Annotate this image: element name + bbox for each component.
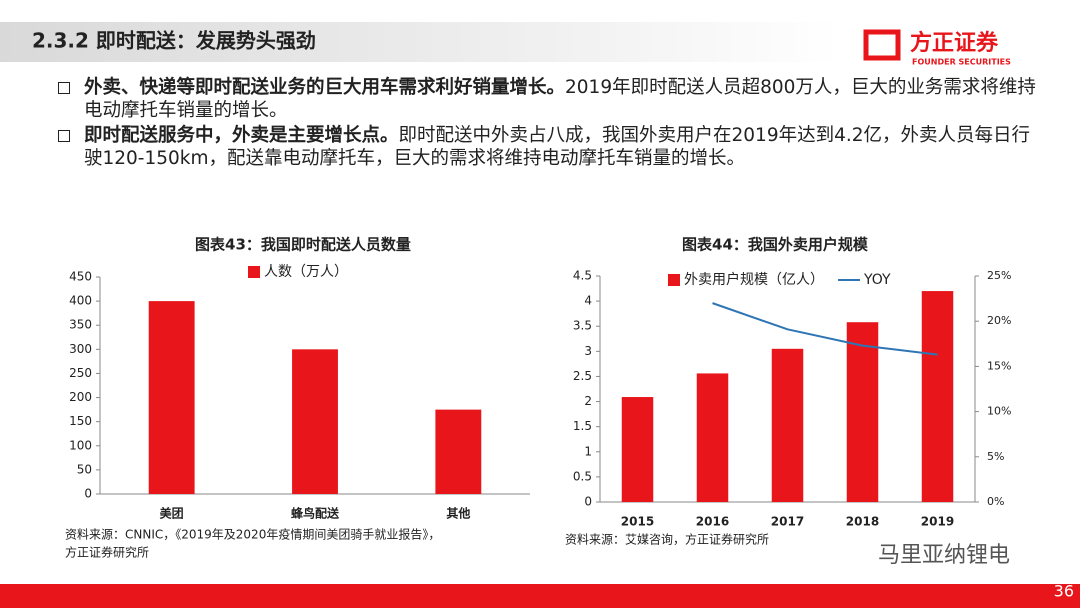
x-tick-label: 2016 xyxy=(696,515,729,529)
y2-tick-label: 5% xyxy=(987,450,1004,463)
y-tick-label: 300 xyxy=(69,342,92,356)
y2-tick-label: 20% xyxy=(987,314,1011,327)
source: 方正证券研究所 xyxy=(65,545,149,560)
logo-sub: FOUNDER SECURITIES xyxy=(912,58,1011,67)
y-tick-label: 0.5 xyxy=(573,469,592,483)
bullet: 即时配送服务中，外卖是主要增长点。即时配送中外卖占八成，我国外卖用户在2019年… xyxy=(56,124,1041,170)
bullet: 外卖、快递等即时配送业务的巨大用车需求利好销量增长。2019年即时配送人员超80… xyxy=(56,76,1041,122)
bar xyxy=(846,322,879,502)
x-tick-label: 美团 xyxy=(160,506,184,521)
y-tick-label: 200 xyxy=(69,390,92,404)
x-tick-label: 2019 xyxy=(921,515,954,529)
page-number: 36 xyxy=(1054,582,1074,601)
x-tick-label: 2015 xyxy=(621,515,654,529)
y-tick-label: 150 xyxy=(69,414,92,428)
bullet-bold: 外卖、快递等即时配送业务的巨大用车需求利好销量增长。 xyxy=(84,77,566,98)
bar xyxy=(771,348,804,502)
bar xyxy=(621,397,654,502)
y-tick-label: 4 xyxy=(584,294,592,308)
chart-title: 图表44：我国外卖用户规模 xyxy=(682,236,869,254)
bar xyxy=(292,349,338,494)
chart-title: 图表43：我国即时配送人员数量 xyxy=(195,236,411,254)
source: 资料来源：艾媒咨询，方正证券研究所 xyxy=(565,532,769,547)
bar xyxy=(921,291,954,502)
y-tick-label: 1 xyxy=(584,444,592,458)
bullet-text: 即时配送中外卖占八成，我国外卖用户在2019年达到4.2亿，外卖人员每日行驶12… xyxy=(84,125,1031,169)
y2-tick-label: 25% xyxy=(987,269,1011,282)
bar xyxy=(148,301,195,494)
y-tick-label: 350 xyxy=(69,318,92,332)
header-band xyxy=(0,22,840,62)
y-tick-label: 450 xyxy=(69,270,92,284)
logo-text: 方正证券 xyxy=(910,30,999,56)
x-tick-label: 2018 xyxy=(846,515,879,529)
bar xyxy=(435,409,482,494)
y-tick-label: 2 xyxy=(584,394,592,408)
bar xyxy=(696,373,729,502)
y-tick-label: 100 xyxy=(69,438,92,452)
y-tick-label: 50 xyxy=(77,462,92,476)
bullets: 外卖、快递等即时配送业务的巨大用车需求利好销量增长。2019年即时配送人员超80… xyxy=(56,76,1041,172)
footer-band xyxy=(0,584,1080,608)
bullet-bold: 即时配送服务中，外卖是主要增长点。 xyxy=(84,125,399,146)
slide-title: 2.3.2 即时配送：发展势头强劲 xyxy=(32,29,316,53)
legend-swatch xyxy=(668,274,680,286)
y-tick-label: 0 xyxy=(584,495,592,509)
watermark: 马里亚纳锂电 xyxy=(878,543,1010,568)
x-tick-label: 蜂鸟配送 xyxy=(291,506,340,521)
line xyxy=(712,302,938,356)
y2-tick-label: 10% xyxy=(987,405,1011,418)
y-tick-label: 1.5 xyxy=(573,419,592,433)
y2-tick-label: 15% xyxy=(987,359,1011,372)
legend-label: 人数（万人） xyxy=(264,264,348,280)
y2-tick-label: 0% xyxy=(987,495,1004,508)
y-tick-label: 250 xyxy=(69,366,92,380)
y-tick-label: 4.5 xyxy=(573,269,592,283)
bullet-text: 2019年即时配送人员超800万人，巨大的业务需求将维持电动摩托车销量的增长。 xyxy=(84,77,1036,121)
y-tick-label: 3.5 xyxy=(573,319,592,333)
logo-icon xyxy=(863,29,901,61)
x-tick-label: 其他 xyxy=(446,506,470,521)
y-tick-label: 0 xyxy=(84,487,92,501)
y-tick-label: 2.5 xyxy=(573,369,592,383)
legend-label: 外卖用户规模（亿人） xyxy=(684,271,824,288)
legend-label: YOY xyxy=(863,272,891,288)
y-tick-label: 400 xyxy=(69,294,92,308)
y-tick-label: 3 xyxy=(584,344,592,358)
source: 资料来源：CNNIC，《2019年及2020年疫情期间美团骑手就业报告》， xyxy=(65,527,440,542)
x-tick-label: 2017 xyxy=(771,515,804,529)
legend-swatch xyxy=(248,266,260,278)
